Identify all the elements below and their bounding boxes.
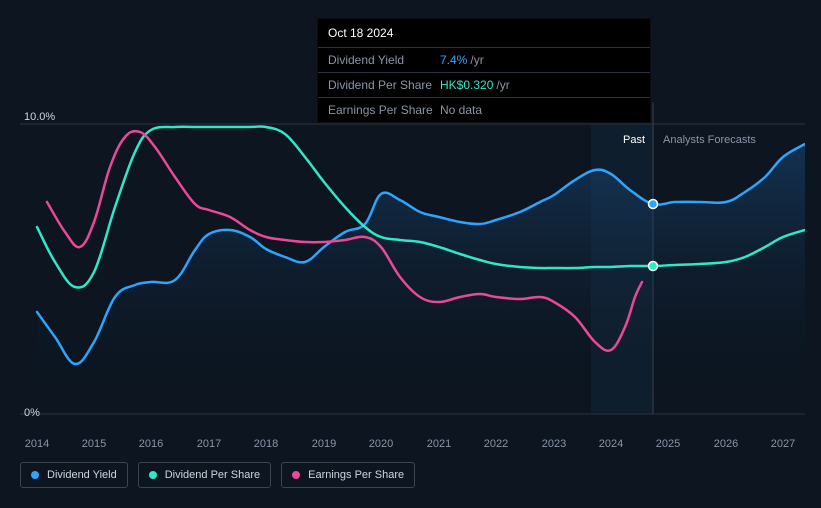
tooltip-row-label: Dividend Yield — [328, 53, 440, 67]
chart-legend: Dividend Yield Dividend Per Share Earnings… — [20, 462, 415, 488]
y-axis-min-label: 0% — [24, 407, 40, 419]
tooltip-date: Oct 18 2024 — [318, 19, 650, 48]
tooltip-row-value: No data — [440, 103, 482, 117]
tooltip-row-label: Earnings Per Share — [328, 103, 440, 117]
tooltip-row: Dividend Per ShareHK$0.320/yr — [318, 73, 650, 98]
legend-dot-icon — [149, 471, 157, 479]
x-axis-label: 2027 — [771, 438, 795, 450]
x-axis-label: 2018 — [254, 438, 278, 450]
x-axis-label: 2017 — [197, 438, 221, 450]
x-axis-label: 2023 — [542, 438, 566, 450]
chart-tooltip: Oct 18 2024 Dividend Yield7.4%/yrDividen… — [317, 18, 651, 123]
legend-dot-icon — [292, 471, 300, 479]
past-label: Past — [623, 134, 645, 146]
legend-item[interactable]: Earnings Per Share — [281, 462, 415, 488]
tooltip-row: Dividend Yield7.4%/yr — [318, 48, 650, 73]
x-axis-label: 2024 — [599, 438, 623, 450]
x-axis-label: 2015 — [82, 438, 106, 450]
tooltip-row-value: 7.4%/yr — [440, 53, 484, 67]
legend-item[interactable]: Dividend Per Share — [138, 462, 271, 488]
legend-item[interactable]: Dividend Yield — [20, 462, 128, 488]
x-axis-label: 2016 — [139, 438, 163, 450]
x-axis-label: 2021 — [427, 438, 451, 450]
legend-label: Dividend Per Share — [165, 469, 260, 481]
legend-dot-icon — [31, 471, 39, 479]
forecast-label: Analysts Forecasts — [663, 134, 756, 146]
legend-label: Dividend Yield — [47, 469, 117, 481]
tooltip-row-value: HK$0.320/yr — [440, 78, 510, 92]
tooltip-row: Earnings Per ShareNo data — [318, 98, 650, 122]
x-axis-label: 2026 — [714, 438, 738, 450]
dividend-chart[interactable]: 10.0% 0% 2014201520162017201820192020202… — [20, 102, 805, 427]
x-axis-label: 2014 — [25, 438, 49, 450]
tooltip-row-label: Dividend Per Share — [328, 78, 440, 92]
x-axis-label: 2019 — [312, 438, 336, 450]
chart-svg — [20, 102, 805, 427]
x-axis-label: 2022 — [484, 438, 508, 450]
y-axis-max-label: 10.0% — [24, 111, 55, 123]
legend-label: Earnings Per Share — [308, 469, 404, 481]
x-axis-label: 2025 — [656, 438, 680, 450]
x-axis-label: 2020 — [369, 438, 393, 450]
